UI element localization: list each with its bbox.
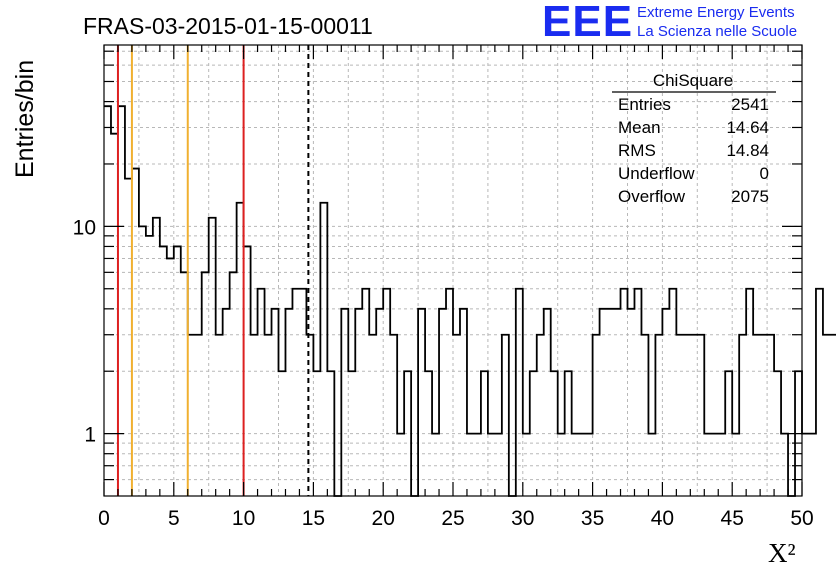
stats-title: ChiSquare — [653, 71, 733, 90]
stats-label: Mean — [618, 118, 661, 137]
x-tick-label: 15 — [302, 507, 325, 530]
logo-line-1: Extreme Energy Events — [637, 4, 795, 21]
stats-value: 2541 — [731, 95, 769, 114]
x-axis-label: X² — [768, 538, 796, 568]
stats-value: 0 — [760, 164, 769, 183]
stats-label: Entries — [618, 95, 671, 114]
histogram-outline — [104, 105, 836, 497]
axis-ticks — [103, 45, 803, 496]
y-tick-label: 1 — [84, 424, 96, 447]
eee-logo-text: Extreme Energy Events La Scienza nelle S… — [637, 3, 797, 41]
x-tick-label: 25 — [441, 507, 464, 530]
stats-value: 14.64 — [726, 118, 769, 137]
chart-title: FRAS-03-2015-01-15-00011 — [83, 13, 373, 39]
marker-lines — [116, 45, 310, 496]
stats-label: Underflow — [618, 164, 695, 183]
logo-line-2: La Scienza nelle Scuole — [637, 23, 798, 40]
histogram-bars — [104, 105, 836, 497]
stats-value: 14.84 — [726, 141, 769, 160]
x-tick-label: 40 — [651, 507, 674, 530]
stats-value: 2075 — [731, 187, 769, 206]
x-tick-label: 20 — [372, 507, 395, 530]
x-tick-label: 45 — [721, 507, 744, 530]
y-tick-label: 10 — [73, 216, 96, 239]
x-tick-label: 0 — [98, 507, 110, 530]
stats-box: ChiSquare Entries 2541 Mean 14.64 RMS 14.84 Un… — [612, 71, 776, 206]
tick-labels: 0 5 10 15 20 25 30 35 40 45 50 1 10 — [73, 216, 814, 530]
x-tick-label: 10 — [232, 507, 255, 530]
stats-label: Overflow — [618, 187, 686, 206]
x-tick-label: 5 — [168, 507, 180, 530]
eee-logo: EEE — [542, 0, 634, 46]
x-tick-label: 50 — [790, 507, 813, 530]
y-axis-label: Entries/bin — [11, 60, 39, 178]
x-tick-label: 30 — [511, 507, 534, 530]
x-tick-label: 35 — [581, 507, 604, 530]
stats-label: RMS — [618, 141, 656, 160]
